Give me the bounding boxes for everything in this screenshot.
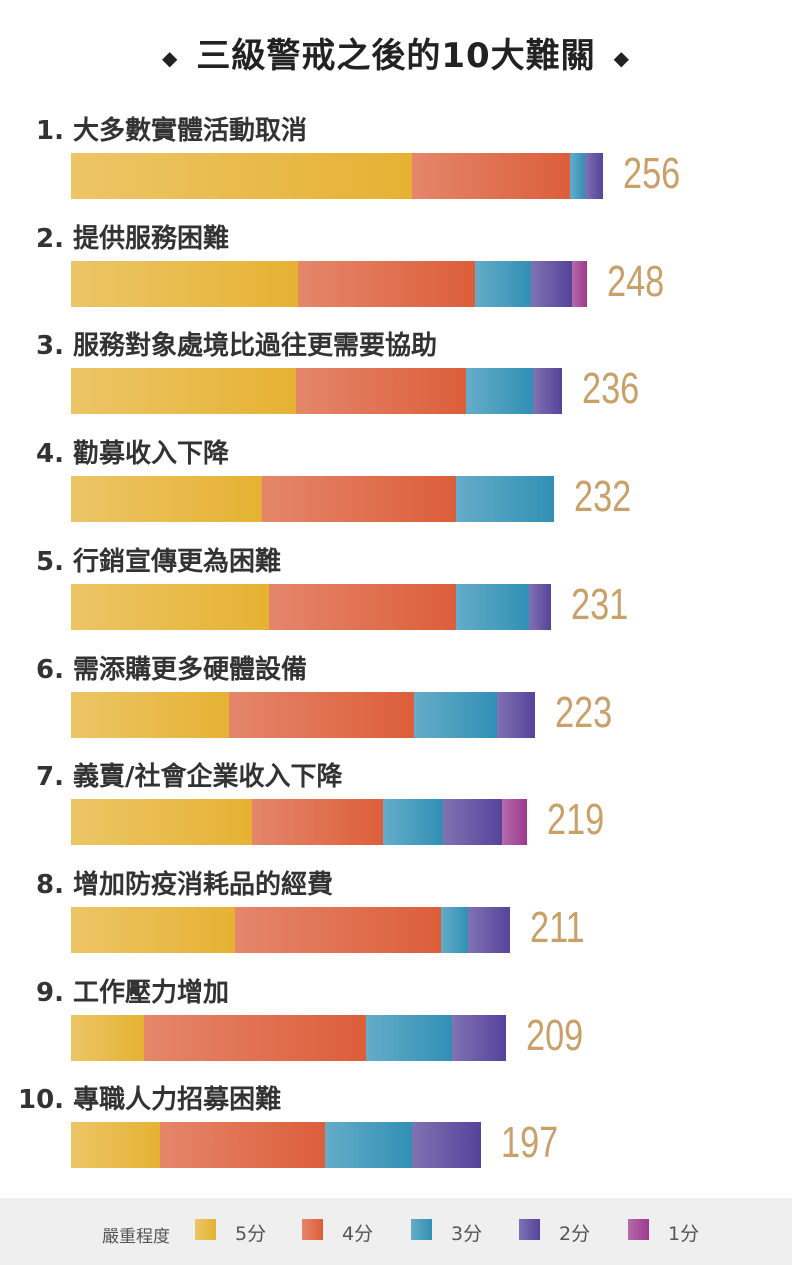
bar-segment-3分 bbox=[441, 906, 469, 953]
bar-segment-2分 bbox=[532, 368, 562, 415]
bar-segment-3分 bbox=[570, 153, 585, 199]
bar-segment-4分 bbox=[268, 583, 456, 630]
bar-segment-3分 bbox=[324, 1122, 413, 1169]
bar-segment-5分 bbox=[71, 476, 263, 523]
bar-segment-4分 bbox=[262, 476, 456, 523]
total-label: 219 bbox=[546, 795, 604, 845]
category-label: 10. 專職人力招募困難 bbox=[18, 1085, 282, 1116]
bar-segment-4分 bbox=[295, 368, 467, 415]
bar-segment-5分 bbox=[71, 799, 252, 846]
bar-segment-2分 bbox=[443, 799, 502, 846]
bar-segment-2分 bbox=[497, 691, 535, 738]
bar-segment-2分 bbox=[468, 906, 510, 953]
category-label: 1. 大多數實體活動取消 bbox=[36, 116, 308, 146]
legend-swatch bbox=[302, 1219, 323, 1240]
bar-segment-4分 bbox=[235, 906, 442, 953]
category-label: 4. 勸募收入下降 bbox=[36, 439, 230, 470]
legend-swatch bbox=[519, 1219, 540, 1240]
bar-segment-2分 bbox=[584, 153, 604, 199]
bar-segment-2分 bbox=[528, 583, 552, 630]
bar-segment-3分 bbox=[455, 476, 554, 523]
bar-segment-3分 bbox=[455, 583, 529, 630]
legend-label: 4分 bbox=[342, 1223, 374, 1245]
category-label: 7. 義賣/社會企業收入下降 bbox=[36, 762, 343, 793]
bar-segment-5分 bbox=[71, 583, 269, 630]
bar-segment-3分 bbox=[414, 691, 498, 738]
bar-segment-4分 bbox=[229, 691, 415, 738]
bar-segment-3分 bbox=[466, 368, 533, 415]
legend-label: 1分 bbox=[668, 1223, 700, 1245]
total-label: 197 bbox=[500, 1118, 559, 1168]
bar-segment-5分 bbox=[71, 1014, 144, 1061]
bar-segment-3分 bbox=[366, 1014, 452, 1061]
diamond-icon: ◆ bbox=[613, 45, 631, 70]
chart-title: ◆ 三級警戒之後的10大難關 ◆ bbox=[0, 28, 792, 77]
legend-swatch bbox=[628, 1219, 649, 1240]
total-label: 209 bbox=[525, 1010, 583, 1060]
total-label: 248 bbox=[606, 256, 665, 306]
diamond-icon: ◆ bbox=[161, 45, 179, 70]
legend-label: 3分 bbox=[451, 1223, 483, 1245]
category-label: 5. 行銷宣傳更為困難 bbox=[36, 546, 282, 577]
bar-segment-5分 bbox=[71, 153, 413, 199]
legend-title: 嚴重程度 bbox=[102, 1227, 170, 1247]
bar-segment-5分 bbox=[71, 906, 236, 953]
bar-segment-2分 bbox=[451, 1014, 506, 1061]
bar-segment-1分 bbox=[572, 260, 587, 307]
title-text: 三級警戒之後的10大難關 bbox=[196, 36, 596, 76]
total-label: 231 bbox=[571, 579, 629, 629]
bar-segment-5分 bbox=[71, 260, 298, 307]
category-label: 2. 提供服務困難 bbox=[36, 223, 230, 254]
category-label: 3. 服務對象處境比過往更需要協助 bbox=[36, 331, 438, 362]
bar-segment-4分 bbox=[412, 153, 571, 199]
bar-segment-5分 bbox=[71, 368, 296, 415]
bar-segment-3分 bbox=[474, 260, 531, 307]
legend-label: 2分 bbox=[559, 1223, 591, 1245]
category-label: 6. 需添購更多硬體設備 bbox=[36, 654, 308, 685]
legend-swatch bbox=[411, 1219, 432, 1240]
bar-segment-4分 bbox=[251, 799, 383, 846]
category-label: 8. 增加防疫消耗品的經費 bbox=[36, 869, 334, 900]
total-label: 236 bbox=[581, 364, 640, 414]
category-label: 9. 工作壓力增加 bbox=[36, 977, 230, 1008]
bar-segment-2分 bbox=[530, 260, 573, 307]
total-label: 232 bbox=[573, 472, 631, 522]
total-label: 223 bbox=[554, 687, 613, 737]
total-label: 256 bbox=[623, 149, 681, 198]
bar-segment-3分 bbox=[383, 799, 444, 846]
bar-segment-5分 bbox=[71, 1122, 161, 1169]
total-label: 211 bbox=[529, 902, 585, 952]
bar-segment-4分 bbox=[160, 1122, 325, 1169]
bar-segment-4分 bbox=[297, 260, 475, 307]
legend-label: 5分 bbox=[235, 1223, 267, 1245]
bar-segment-2分 bbox=[412, 1122, 481, 1169]
legend: 嚴重程度 5分 4分 3分 2分 1分 bbox=[0, 1198, 792, 1265]
bar-segment-1分 bbox=[501, 799, 527, 846]
bar-segment-5分 bbox=[71, 691, 230, 738]
bar-segment-4分 bbox=[143, 1014, 367, 1061]
legend-swatch bbox=[195, 1219, 216, 1240]
